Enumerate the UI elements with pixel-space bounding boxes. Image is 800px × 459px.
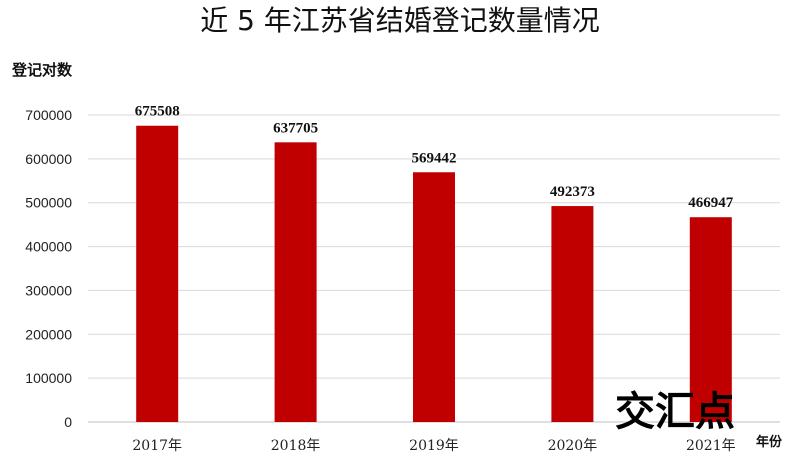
- y-tick-label: 200000: [25, 326, 72, 342]
- bar: [274, 142, 317, 422]
- x-tick-label: 2017年: [132, 438, 182, 454]
- bar: [136, 125, 179, 423]
- x-tick-label: 2018年: [271, 438, 321, 454]
- data-label: 466947: [688, 195, 734, 211]
- x-tick-label: 2020年: [548, 438, 598, 454]
- chart-title: 近 5 年江苏省结婚登记数量情况: [200, 4, 600, 37]
- bar: [413, 172, 455, 422]
- y-tick-label: 400000: [25, 239, 72, 255]
- x-tick-label: 2019年: [409, 438, 459, 454]
- y-tick-label: 0: [64, 414, 72, 430]
- y-tick-label: 300000: [25, 282, 72, 298]
- x-axis-label: 年份: [756, 434, 783, 450]
- x-tick-label: 2021年: [686, 438, 736, 454]
- y-axis-label: 登记对数: [11, 61, 73, 79]
- data-label: 637705: [273, 120, 318, 136]
- bars: [136, 125, 732, 423]
- y-tick-label: 700000: [25, 107, 72, 123]
- x-axis-ticks: 2017年 2018年 2019年 2020年 2021年: [132, 438, 735, 454]
- bar: [551, 206, 594, 422]
- data-labels: 675508 637705 569442 492373 466947: [135, 104, 734, 211]
- y-tick-label: 500000: [25, 195, 72, 211]
- y-tick-label: 100000: [25, 370, 72, 386]
- data-label: 675508: [135, 104, 180, 120]
- watermark-logo: 交汇点: [615, 388, 735, 435]
- data-label: 569442: [412, 150, 457, 166]
- data-label: 492373: [550, 184, 595, 200]
- bar: [689, 217, 732, 422]
- y-tick-label: 600000: [25, 151, 72, 167]
- y-axis-ticks: 0 100000 200000 300000 400000 500000 600000 700…: [25, 107, 72, 430]
